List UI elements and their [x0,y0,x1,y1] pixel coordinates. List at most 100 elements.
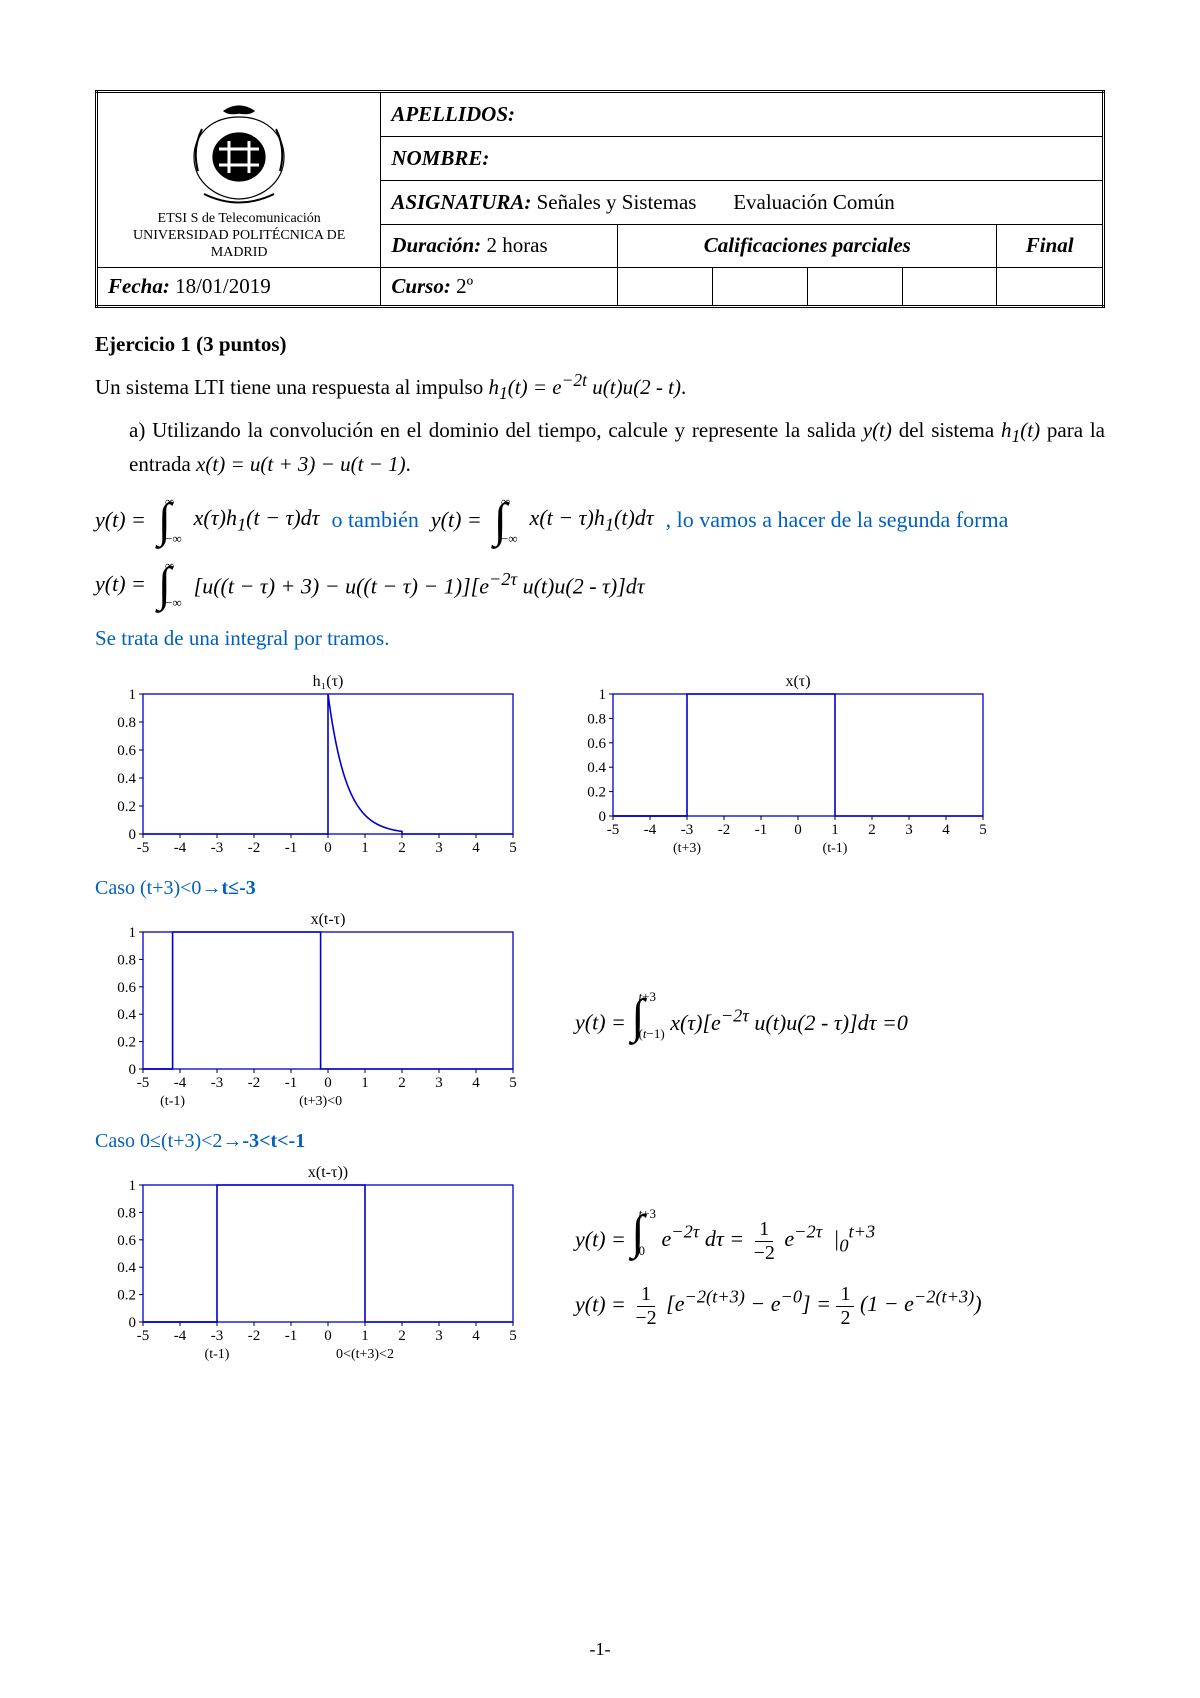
eq-convolution-2: y(t) = ∫∞−∞ [u((t − τ) + 3) − u((t − τ) … [95,559,1105,609]
pa-pre: a) Utilizando la convolución en el domin… [129,418,863,442]
caso1-eq: y(t) = ∫t+3(t−1) x(τ)[e−2τ u(t)u(2 - τ)]… [575,990,908,1040]
header-table: ETSI S de Telecomunicación UNIVERSIDAD P… [95,90,1105,308]
svg-text:1: 1 [361,840,369,856]
svg-text:5: 5 [509,1075,517,1091]
svg-text:0: 0 [129,827,137,843]
svg-text:-3: -3 [211,840,224,856]
svg-text:4: 4 [472,840,480,856]
svg-text:1: 1 [129,1178,137,1194]
svg-text:0.2: 0.2 [587,785,606,801]
svg-text:0: 0 [324,1075,332,1091]
svg-text:0.8: 0.8 [117,715,136,731]
svg-text:(t-1): (t-1) [205,1347,230,1362]
eq-convolution-1: y(t) = ∫∞−∞ x(τ)h1(t − τ)dτ o también y(… [95,495,1105,545]
svg-text:-2: -2 [248,840,261,856]
caso2-row: x(t-τ))00.20.40.60.81-5-4-3-2-1012345(t-… [95,1163,1105,1373]
chart-x-svg: x(τ)00.20.40.60.81-5-4-3-2-1012345(t+3)(… [565,672,995,862]
caso2-b: -3<t<-1 [242,1130,305,1152]
grade-3 [807,268,902,307]
svg-text:2: 2 [398,1075,406,1091]
final-label: Final [1026,233,1074,257]
svg-text:0.4: 0.4 [587,760,606,776]
nombre-label: NOMBRE: [391,146,489,170]
chart-xtmr1-svg: x(t-τ)00.20.40.60.81-5-4-3-2-1012345(t-1… [95,910,525,1115]
svg-text:0.4: 0.4 [117,771,136,787]
asignatura-value: Señales y Sistemas [537,190,697,214]
duracion-value: 2 horas [486,233,547,257]
svg-text:0.6: 0.6 [587,736,606,752]
pa-mid: del sistema [899,418,1001,442]
grade-2 [713,268,808,307]
grade-4 [902,268,997,307]
svg-text:0.6: 0.6 [117,743,136,759]
intro-b: . [681,375,686,399]
svg-text:-3: -3 [211,1328,224,1344]
caso-2: Caso 0≤(t+3)<2→-3<t<-1 [95,1130,1105,1153]
svg-text:-1: -1 [285,840,298,856]
intro-math: h1(t) = e−2t u(t)u(2 - t) [488,375,680,399]
svg-text:(t-1): (t-1) [160,1094,185,1109]
svg-text:0.8: 0.8 [587,712,606,728]
svg-text:0.2: 0.2 [117,1035,136,1051]
eq1-blue: o también [332,507,419,533]
svg-text:-1: -1 [285,1328,298,1344]
svg-text:0.8: 0.8 [117,1206,136,1222]
svg-text:0.4: 0.4 [117,1260,136,1276]
svg-text:-5: -5 [137,1075,150,1091]
institution-line2: UNIVERSIDAD POLITÉCNICA DE [102,228,376,245]
chart-x: x(τ)00.20.40.60.81-5-4-3-2-1012345(t+3)(… [565,672,995,867]
page-number: -1- [0,1639,1200,1660]
chart-xtmr1: x(t-τ)00.20.40.60.81-5-4-3-2-1012345(t-1… [95,910,525,1120]
svg-text:-2: -2 [718,822,731,838]
eq1-blue2: , lo vamos a hacer de la segunda forma [666,507,1009,533]
svg-text:1: 1 [129,925,137,941]
svg-text:0: 0 [794,822,802,838]
chart-h1-svg: h₁(τ)00.20.40.60.81-5-4-3-2-1012345 [95,672,525,862]
svg-text:-3: -3 [211,1075,224,1091]
evaluacion: Evaluación Común [733,190,895,214]
svg-text:x(τ): x(τ) [785,673,810,690]
svg-text:-1: -1 [285,1075,298,1091]
svg-text:0.8: 0.8 [117,953,136,969]
svg-text:2: 2 [398,1328,406,1344]
svg-text:0: 0 [324,1328,332,1344]
svg-text:5: 5 [509,840,517,856]
caso1-b: t≤-3 [221,877,255,899]
svg-text:-1: -1 [755,822,768,838]
chart-xtmr2-svg: x(t-τ))00.20.40.60.81-5-4-3-2-1012345(t-… [95,1163,525,1368]
crest-icon [174,99,304,209]
svg-text:0: 0 [129,1062,137,1078]
apellidos-cell: APELLIDOS: [381,92,1104,137]
intro-paragraph: Un sistema LTI tiene una respuesta al im… [95,367,1105,406]
curso-cell: Curso: 2º [381,268,618,307]
svg-text:-3: -3 [681,822,694,838]
svg-text:0.6: 0.6 [117,980,136,996]
svg-text:3: 3 [435,1075,443,1091]
svg-text:x(t-τ): x(t-τ) [311,911,346,928]
caso1-a: Caso (t+3)<0 [95,877,201,899]
svg-text:0<(t+3)<2: 0<(t+3)<2 [336,1347,394,1362]
grade-final [997,268,1104,307]
svg-text:5: 5 [509,1328,517,1344]
svg-text:2: 2 [398,840,406,856]
pa-m3: x(t) = u(t + 3) − u(t − 1) [196,452,406,476]
charts-row-1: h₁(τ)00.20.40.60.81-5-4-3-2-1012345 x(τ)… [95,672,1105,867]
svg-text:4: 4 [472,1075,480,1091]
pa-m2: h1(t) [1001,418,1040,442]
svg-text:-5: -5 [607,822,620,838]
caso-1: Caso (t+3)<0→t≤-3 [95,877,1105,900]
svg-text:-4: -4 [174,1075,187,1091]
calif-cell: Calificaciones parciales [618,224,997,268]
logo-cell: ETSI S de Telecomunicación UNIVERSIDAD P… [97,92,381,268]
institution-line3: MADRID [102,245,376,262]
duracion-label: Duración: [391,233,481,257]
apellidos-label: APELLIDOS: [391,102,515,126]
caso2-eq: y(t) = ∫t+30 e−2τ dτ = 1−2 e−2τ |0t+3 y(… [575,1207,982,1330]
fecha-cell: Fecha: 18/01/2019 [97,268,381,307]
svg-text:0.2: 0.2 [117,1288,136,1304]
svg-text:2: 2 [868,822,876,838]
fecha-value: 18/01/2019 [175,274,271,298]
fecha-label: Fecha: [108,274,170,298]
asignatura-label: ASIGNATURA: [391,190,531,214]
curso-value: 2º [456,274,473,298]
